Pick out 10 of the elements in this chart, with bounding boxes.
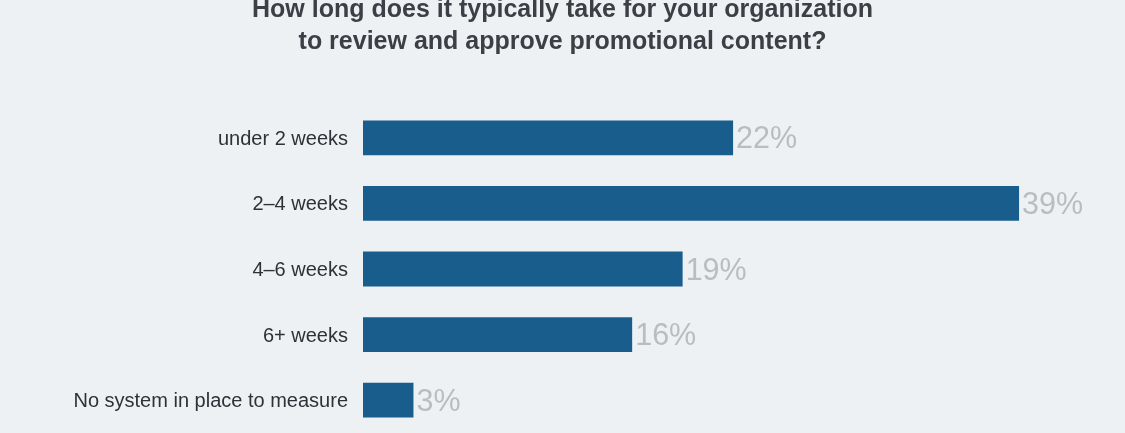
bar	[363, 251, 683, 287]
y-tick-label: 6+ weeks	[262, 323, 348, 346]
bar	[363, 186, 1020, 221]
y-tick-label: 4–6 weeks	[252, 258, 348, 280]
bar	[363, 317, 633, 352]
y-tick-label: under 2 weeks	[217, 126, 348, 149]
bar	[363, 382, 414, 418]
y-tick-label: 2–4 weeks	[252, 192, 348, 215]
y-tick-label: No system in place to measure	[73, 389, 348, 412]
bar	[363, 120, 734, 156]
